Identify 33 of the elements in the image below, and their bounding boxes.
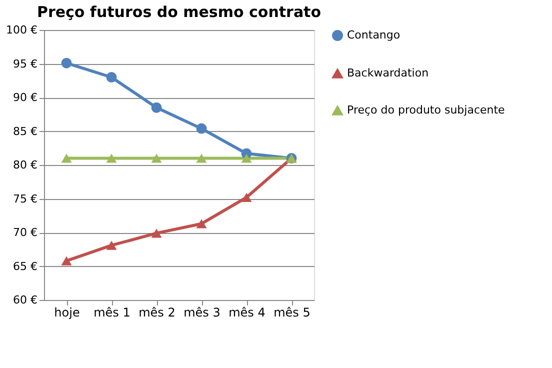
point xyxy=(151,102,162,113)
y-tick-label: 60 € xyxy=(13,294,38,306)
x-tick-label: mês 2 xyxy=(138,306,176,320)
point xyxy=(196,219,207,228)
y-tick-label: 85 € xyxy=(13,124,38,138)
point xyxy=(106,72,117,82)
point xyxy=(61,58,72,68)
y-tick-label: 90 € xyxy=(13,91,38,104)
point xyxy=(61,256,72,266)
point xyxy=(196,154,207,163)
point xyxy=(106,240,117,250)
y-tick-label: 95 € xyxy=(13,57,38,70)
point xyxy=(151,228,162,238)
x-tick-label: mês 4 xyxy=(228,306,266,320)
x-tick-label: mês 3 xyxy=(184,306,220,320)
point xyxy=(106,154,117,163)
legend-label: Preço do produto subjacente xyxy=(347,104,506,116)
legend-label: Backwardation xyxy=(347,66,429,80)
legend-label: Contango xyxy=(347,28,400,42)
point xyxy=(196,123,207,134)
point xyxy=(151,154,162,163)
y-tick-label: 80 € xyxy=(13,158,38,172)
x-tick-label: mês 5 xyxy=(274,306,310,320)
point xyxy=(61,154,72,163)
y-tick-label: 65 € xyxy=(13,260,38,273)
point xyxy=(241,192,252,202)
x-tick-label: mês 1 xyxy=(94,306,130,320)
y-tick-label: 100 € xyxy=(6,24,38,36)
point xyxy=(241,154,252,163)
y-tick-label: 70 € xyxy=(13,226,38,239)
chart-title: Preço futuros do mesmo contrato xyxy=(36,3,322,21)
y-tick-label: 75 € xyxy=(13,192,38,206)
x-tick-label: hoje xyxy=(54,306,80,320)
